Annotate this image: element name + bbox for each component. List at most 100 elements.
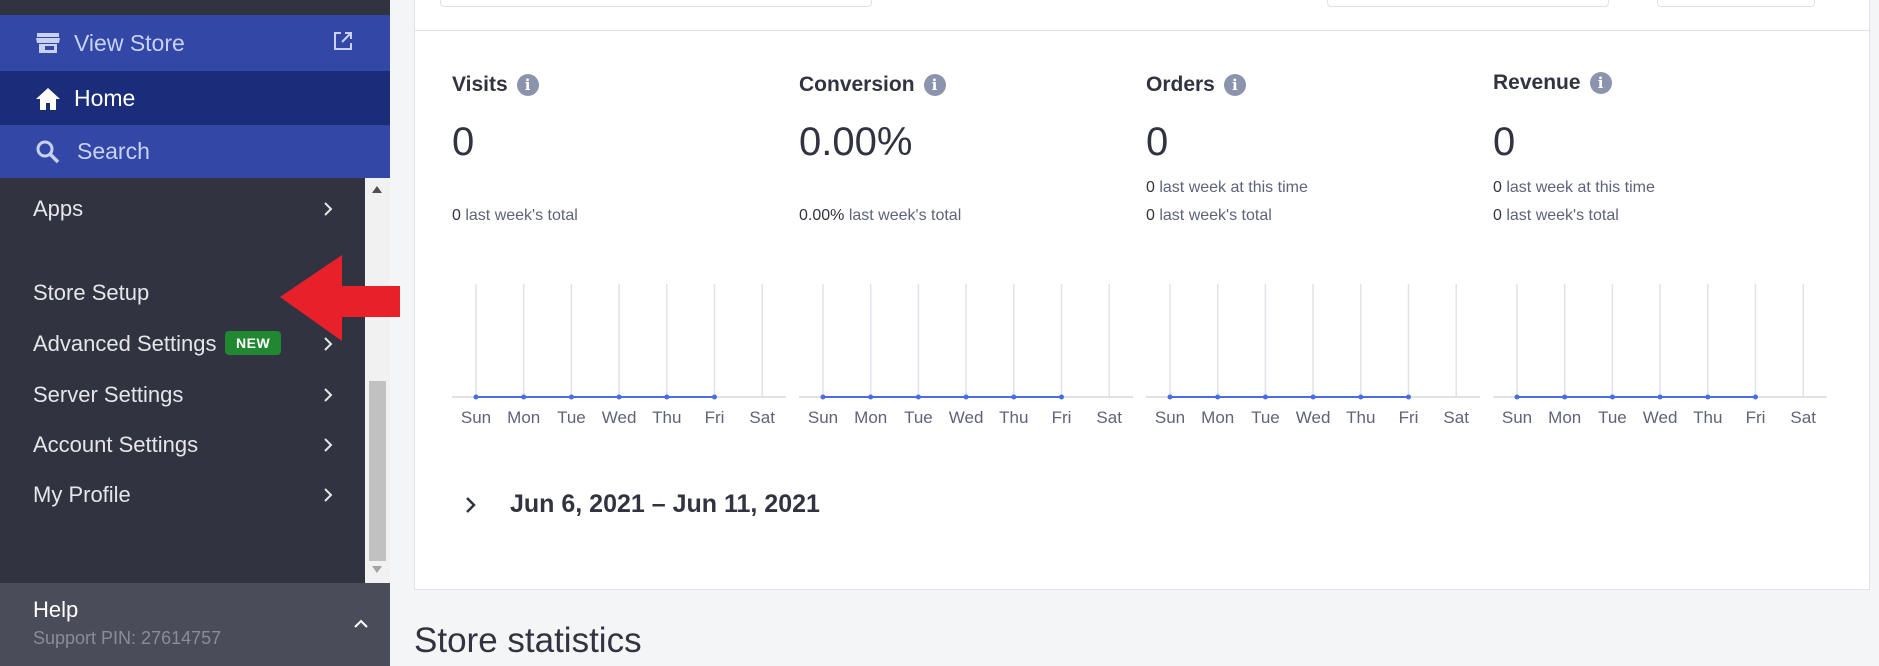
metric-value: 0 [452, 120, 475, 164]
sidebar-item-label: Advanced Settings [33, 331, 217, 356]
x-tick-label: Sun [808, 408, 838, 427]
x-tick-label: Sun [461, 408, 491, 427]
chevron-right-icon [324, 388, 333, 402]
data-point [1406, 394, 1411, 400]
data-point [1310, 394, 1316, 400]
metric-orders: Orders i 0 0 last week at this time 0 las… [1146, 73, 1466, 224]
data-point [521, 394, 527, 400]
sidebar-item-my-profile[interactable]: My Profile [0, 473, 365, 517]
sidebar-item-label: Store Setup [33, 280, 150, 305]
toolbar-field[interactable] [1327, 0, 1609, 7]
x-tick-label: Tue [1251, 408, 1280, 427]
view-store-link[interactable]: View Store [0, 15, 390, 71]
chevron-right-icon [466, 496, 476, 513]
x-tick-label: Sun [1155, 408, 1185, 427]
metric-title: Conversion [799, 73, 915, 96]
x-tick-label: Wed [602, 408, 637, 427]
metric-visits: Visits i 0 0 last week's total [452, 73, 772, 224]
data-point [868, 394, 874, 400]
data-point [1753, 394, 1758, 400]
x-tick-label: Mon [1548, 408, 1581, 427]
x-tick-label: Tue [1598, 408, 1627, 427]
data-point [664, 394, 670, 400]
x-tick-label: Sun [1502, 408, 1532, 427]
sidebar-item-account-settings[interactable]: Account Settings [0, 423, 365, 467]
chart-visits: Sun Mon Tue Wed Thu Fri Sat [452, 278, 788, 438]
x-tick-label: Mon [507, 408, 540, 427]
info-icon[interactable]: i [1223, 74, 1246, 96]
new-badge: NEW [225, 331, 282, 355]
x-tick-label: Fri [1052, 408, 1072, 427]
line-chart: Sun Mon Tue Wed Thu Fri Sat [1493, 284, 1827, 427]
sidebar-item-apps[interactable]: Apps [0, 187, 365, 231]
x-tick-label: Thu [1693, 408, 1722, 427]
x-tick-label: Sat [1443, 408, 1469, 427]
x-tick-label: Mon [1201, 408, 1234, 427]
sidebar-search[interactable]: Search [0, 125, 390, 178]
chart-revenue: Sun Mon Tue Wed Thu Fri Sat [1493, 278, 1829, 438]
metric-value: 0 [1146, 120, 1169, 164]
sidebar-item-home[interactable]: Home [0, 71, 390, 126]
red-pointer-arrow-icon [280, 255, 400, 341]
store-icon [34, 29, 62, 57]
help-section[interactable]: Help Support PIN: 27614757 [0, 583, 390, 666]
data-point [1358, 394, 1364, 400]
search-label: Search [77, 138, 150, 164]
chevron-right-icon [324, 438, 333, 452]
metric-revenue: Revenue i 0 0 last week at this time 0 la… [1493, 71, 1813, 224]
x-tick-label: Wed [1643, 408, 1678, 427]
date-range-toggle[interactable]: Jun 6, 2021 – Jun 11, 2021 [462, 490, 820, 519]
sidebar-scrollbar[interactable] [365, 178, 390, 583]
metric-comparison: 0.00% last week's total [799, 207, 962, 224]
x-tick-label: Sat [1096, 408, 1122, 427]
metric-title: Orders [1146, 73, 1215, 96]
chart-orders: Sun Mon Tue Wed Thu Fri Sat [1146, 278, 1482, 438]
sidebar-item-label: Apps [33, 196, 84, 221]
info-icon[interactable]: i [516, 74, 539, 96]
x-tick-label: Fri [1746, 408, 1766, 427]
chevron-right-icon [324, 202, 333, 216]
metric-comparison: 0 last week at this time [1493, 179, 1655, 196]
data-point [1609, 394, 1615, 400]
scroll-down-arrow-icon[interactable] [372, 566, 382, 573]
x-tick-label: Thu [999, 408, 1028, 427]
section-title: Store statistics [414, 621, 642, 660]
toolbar-field[interactable] [1657, 0, 1815, 7]
x-tick-label: Fri [705, 408, 725, 427]
line-chart: Sun Mon Tue Wed Thu Fri Sat [1146, 284, 1480, 427]
data-point [1167, 394, 1173, 400]
scroll-thumb[interactable] [369, 381, 386, 561]
chevron-up-icon[interactable] [353, 616, 369, 632]
search-icon [34, 138, 62, 166]
chevron-right-icon [324, 337, 333, 351]
card-toolbar [415, 0, 1871, 31]
x-tick-label: Thu [652, 408, 681, 427]
sidebar: View Store Home Search Apps Store Setup … [0, 0, 390, 666]
sidebar-item-label: My Profile [33, 482, 131, 507]
x-tick-label: Mon [854, 408, 887, 427]
metric-conversion: Conversion i 0.00% 0.00% last week's tota… [799, 73, 1119, 224]
date-range-label: Jun 6, 2021 – Jun 11, 2021 [510, 490, 820, 518]
x-tick-label: Tue [904, 408, 933, 427]
sidebar-item-server-settings[interactable]: Server Settings [0, 373, 365, 417]
info-icon[interactable]: i [923, 74, 946, 96]
scroll-up-arrow-icon[interactable] [372, 186, 382, 193]
data-point [1215, 394, 1221, 400]
data-point [1705, 394, 1711, 400]
metric-comparison: 0 last week's total [452, 207, 578, 224]
line-chart: Sun Mon Tue Wed Thu Fri Sat [799, 284, 1133, 427]
chart-conversion: Sun Mon Tue Wed Thu Fri Sat [799, 278, 1135, 438]
external-link-icon [333, 30, 357, 54]
sidebar-item-advanced-settings[interactable]: Advanced Settings NEW [0, 322, 365, 366]
home-label: Home [74, 85, 136, 111]
support-pin: Support PIN: 27614757 [33, 628, 222, 648]
metric-comparison: 0 last week at this time [1146, 179, 1308, 196]
line-chart: Sun Mon Tue Wed Thu Fri Sat [452, 284, 786, 427]
info-icon[interactable]: i [1589, 72, 1612, 94]
sidebar-nav: Apps Store Setup Advanced Settings NEW S… [0, 178, 365, 583]
metric-comparison: 0 last week's total [1493, 207, 1619, 224]
sidebar-item-store-setup[interactable]: Store Setup [0, 271, 365, 315]
x-tick-label: Wed [1296, 408, 1331, 427]
x-tick-label: Tue [557, 408, 586, 427]
toolbar-field[interactable] [440, 0, 872, 7]
